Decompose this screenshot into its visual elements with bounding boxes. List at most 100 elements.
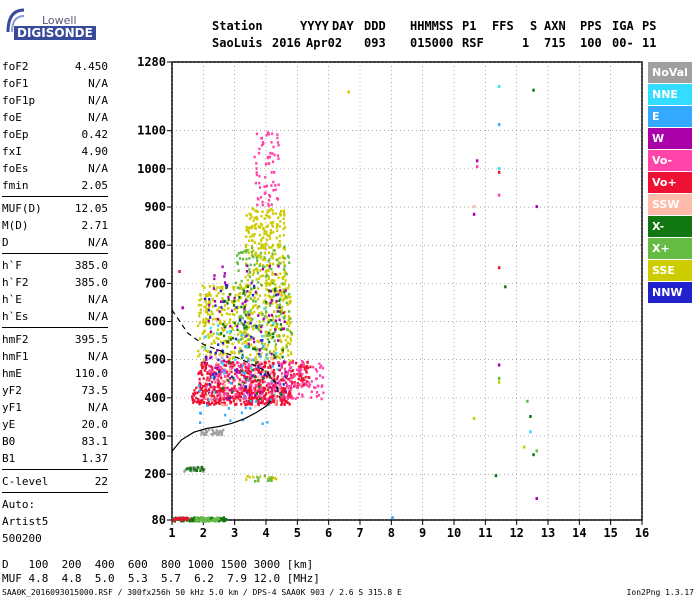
echo-point — [201, 332, 204, 335]
echo-point — [274, 273, 277, 276]
echo-point — [228, 397, 231, 400]
echo-point — [267, 294, 270, 297]
echo-point — [270, 479, 273, 482]
echo-point — [269, 390, 272, 393]
echo-point — [270, 368, 273, 372]
echo-point — [238, 347, 242, 350]
echo-point — [244, 406, 247, 410]
echo-point — [227, 379, 230, 382]
echo-point — [294, 384, 297, 387]
echo-point — [246, 321, 249, 325]
echo-point — [265, 264, 268, 267]
echo-point — [273, 382, 276, 385]
param-name: M(D) — [2, 219, 29, 232]
echo-point — [289, 320, 292, 324]
echo-point — [225, 312, 228, 315]
echo-point — [264, 191, 267, 194]
echo-point — [197, 398, 200, 401]
echo-point — [222, 398, 226, 401]
echo-point — [266, 370, 270, 374]
param-name: foE — [2, 111, 22, 124]
echo-point — [263, 360, 266, 364]
echo-point — [217, 381, 220, 385]
echo-point — [245, 371, 249, 374]
param-name: hmF1 — [2, 350, 29, 363]
echo-point — [246, 285, 249, 288]
echo-point — [316, 384, 319, 388]
echo-point — [223, 372, 226, 375]
echo-point — [273, 153, 276, 157]
param-row: hmF1 N/A — [2, 348, 108, 365]
echo-point — [271, 132, 274, 136]
echo-point — [223, 392, 227, 395]
echo-point — [218, 399, 221, 402]
echo-point — [248, 369, 251, 373]
y-tick-label: 1280 — [137, 55, 166, 69]
echo-point — [318, 366, 322, 369]
echo-point — [497, 380, 501, 384]
echo-point — [253, 296, 256, 300]
echo-point — [259, 262, 262, 266]
echo-point — [278, 299, 281, 303]
echo-point — [247, 393, 250, 396]
echo-point — [214, 431, 217, 435]
echo-point — [265, 300, 268, 304]
echo-point — [265, 288, 268, 291]
echo-point — [241, 316, 244, 320]
echo-point — [279, 220, 282, 223]
echo-point — [250, 335, 253, 339]
echo-point — [266, 269, 269, 272]
param-row: C-level 22 — [2, 473, 108, 490]
footer-file-info: SAA0K_2016093015000.RSF / 300fx256h 50 k… — [2, 588, 402, 597]
echo-point — [312, 365, 315, 369]
echo-point — [230, 309, 234, 313]
echo-point — [254, 390, 257, 394]
echo-point — [213, 403, 216, 406]
echo-point — [267, 331, 270, 335]
autoscaling-text: Auto: — [2, 498, 36, 511]
echo-point — [267, 318, 271, 322]
echo-point — [245, 385, 248, 388]
echo-point — [307, 381, 310, 384]
echo-point — [244, 365, 247, 369]
echo-point — [246, 403, 249, 406]
echo-point — [240, 331, 243, 334]
param-row: h`F 385.0 — [2, 257, 108, 274]
echo-point — [279, 245, 282, 248]
echo-point — [246, 342, 249, 345]
echo-point — [237, 293, 240, 296]
echo-point — [263, 380, 266, 383]
echo-point — [497, 170, 501, 174]
echo-point — [289, 359, 292, 362]
echo-point — [279, 212, 282, 215]
echo-point — [288, 369, 291, 372]
echo-point — [238, 392, 241, 396]
echo-point — [209, 376, 212, 380]
header-label-1: YYYY — [300, 19, 329, 33]
echo-point — [269, 328, 272, 332]
echo-point — [285, 301, 288, 305]
echo-point — [225, 393, 228, 397]
header-value-5: RSF — [462, 36, 484, 50]
echo-point — [225, 300, 228, 304]
echo-point — [221, 367, 224, 371]
echo-point — [263, 389, 266, 392]
echo-point — [198, 321, 201, 324]
param-name: h`Es — [2, 310, 29, 323]
echo-point — [206, 404, 209, 407]
echo-point — [219, 332, 223, 335]
echo-point — [220, 313, 223, 317]
echo-point — [233, 299, 236, 303]
echo-point — [258, 323, 261, 327]
param-name: B1 — [2, 452, 16, 465]
echo-point — [207, 306, 210, 309]
echo-point — [227, 359, 230, 363]
echo-point — [271, 323, 274, 327]
echo-point — [211, 297, 214, 301]
header-value-4: 015000 — [410, 36, 454, 50]
echo-point — [244, 403, 247, 407]
echo-point — [272, 180, 275, 184]
param-name: D — [2, 236, 9, 249]
echo-point — [274, 345, 277, 349]
echo-point — [242, 323, 245, 327]
